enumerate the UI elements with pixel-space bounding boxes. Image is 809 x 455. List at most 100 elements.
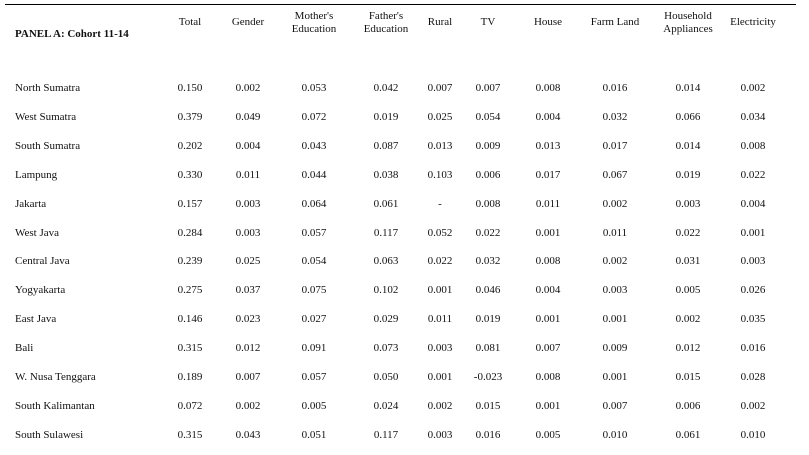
table-cell: 0.002 <box>676 312 701 326</box>
table-row: Yogyakarta 0.275 0.037 0.075 0.102 0.001 0.046… <box>0 283 809 303</box>
table-cell: 0.072 <box>178 399 203 413</box>
table-cell: 0.010 <box>603 428 628 442</box>
table-cell: 0.008 <box>476 197 501 211</box>
row-label: Central Java <box>15 254 70 268</box>
table-cell: 0.015 <box>676 370 701 384</box>
table-cell: 0.002 <box>603 254 628 268</box>
table-cell: 0.003 <box>603 283 628 297</box>
table-cell: 0.001 <box>603 370 628 384</box>
column-header-3-line2: Education <box>292 22 337 37</box>
table-cell: 0.023 <box>236 312 261 326</box>
table-cell: 0.001 <box>536 312 561 326</box>
column-header-10: Electricity <box>730 15 776 30</box>
table-cell: 0.005 <box>536 428 561 442</box>
table-cell: 0.102 <box>374 283 399 297</box>
table-cell: 0.019 <box>374 110 399 124</box>
table-cell: 0.004 <box>536 110 561 124</box>
table-cell: 0.061 <box>676 428 701 442</box>
table-cell: 0.050 <box>374 370 399 384</box>
table-cell: 0.379 <box>178 110 203 124</box>
table-cell: 0.022 <box>428 254 453 268</box>
table-cell: 0.002 <box>236 399 261 413</box>
table-cell: 0.087 <box>374 139 399 153</box>
table-cell: 0.073 <box>374 341 399 355</box>
table-cell: 0.008 <box>536 81 561 95</box>
table-cell: 0.008 <box>536 370 561 384</box>
table-cell: 0.001 <box>603 312 628 326</box>
table-cell: 0.009 <box>476 139 501 153</box>
column-header-2: Gender <box>232 15 264 30</box>
row-label: South Sulawesi <box>15 428 83 442</box>
table-cell: 0.275 <box>178 283 203 297</box>
table-cell: 0.034 <box>741 110 766 124</box>
row-label: W. Nusa Tenggara <box>15 370 96 384</box>
table-cell: 0.157 <box>178 197 203 211</box>
table-cell: 0.042 <box>374 81 399 95</box>
table-cell: 0.010 <box>741 428 766 442</box>
table-cell: 0.002 <box>236 81 261 95</box>
row-label: West Java <box>15 226 59 240</box>
table-cell: 0.003 <box>236 226 261 240</box>
column-header-4-line2: Education <box>364 22 409 37</box>
table-cell: 0.004 <box>536 283 561 297</box>
table-cell: 0.064 <box>302 197 327 211</box>
panel-title: PANEL A: Cohort 11-14 <box>15 28 129 40</box>
table-row: West Sumatra 0.379 0.049 0.072 0.019 0.025 0.0… <box>0 110 809 130</box>
table-top-rule <box>5 4 796 5</box>
table-cell: 0.103 <box>428 168 453 182</box>
table-cell: 0.003 <box>676 197 701 211</box>
table-cell: 0.006 <box>676 399 701 413</box>
table-cell: 0.025 <box>428 110 453 124</box>
table-cell: 0.007 <box>476 81 501 95</box>
table-cell: 0.002 <box>603 197 628 211</box>
table-cell: 0.053 <box>302 81 327 95</box>
table-cell: 0.330 <box>178 168 203 182</box>
table-cell: 0.315 <box>178 428 203 442</box>
table-row: East Java 0.146 0.023 0.027 0.029 0.011 0.019 0… <box>0 312 809 332</box>
table-cell: 0.035 <box>741 312 766 326</box>
table-cell: 0.239 <box>178 254 203 268</box>
table-cell: 0.032 <box>476 254 501 268</box>
table-cell: 0.081 <box>476 341 501 355</box>
table-cell: 0.022 <box>476 226 501 240</box>
table-cell: 0.001 <box>741 226 766 240</box>
table-cell: 0.006 <box>476 168 501 182</box>
row-label: South Sumatra <box>15 139 80 153</box>
table-row: Jakarta 0.157 0.003 0.064 0.061 - 0.008 0.011 0.… <box>0 197 809 217</box>
table-cell: 0.315 <box>178 341 203 355</box>
table-cell: 0.022 <box>741 168 766 182</box>
row-label: Bali <box>15 341 33 355</box>
table-cell: 0.027 <box>302 312 327 326</box>
table-cell: 0.011 <box>603 226 627 240</box>
table-cell: 0.014 <box>676 139 701 153</box>
table-cell: 0.015 <box>476 399 501 413</box>
table-cell: 0.051 <box>302 428 327 442</box>
table-cell: 0.063 <box>374 254 399 268</box>
table-cell: 0.061 <box>374 197 399 211</box>
table-row: North Sumatra 0.150 0.002 0.053 0.042 0.007 0.… <box>0 81 809 101</box>
table-cell: 0.022 <box>676 226 701 240</box>
table-cell: 0.013 <box>428 139 453 153</box>
table-cell: 0.019 <box>476 312 501 326</box>
table-row: Central Java 0.239 0.025 0.054 0.063 0.022 0.0… <box>0 254 809 274</box>
table-cell: 0.043 <box>236 428 261 442</box>
table-row: South Sumatra 0.202 0.004 0.043 0.087 0.013 0.… <box>0 139 809 159</box>
table-cell: 0.031 <box>676 254 701 268</box>
table-cell: 0.003 <box>236 197 261 211</box>
table-cell: 0.202 <box>178 139 203 153</box>
table-cell: 0.189 <box>178 370 203 384</box>
table-cell: 0.025 <box>236 254 261 268</box>
table-cell: 0.012 <box>676 341 701 355</box>
column-header-9-line2: Appliances <box>663 22 712 37</box>
row-label: North Sumatra <box>15 81 80 95</box>
table-cell: 0.117 <box>374 428 398 442</box>
table-cell: 0.028 <box>741 370 766 384</box>
table-row: South Kalimantan 0.072 0.002 0.005 0.024 0.00… <box>0 399 809 419</box>
table-row: West Java 0.284 0.003 0.057 0.117 0.052 0.022 0… <box>0 226 809 246</box>
table-cell: 0.091 <box>302 341 327 355</box>
table-cell: 0.017 <box>536 168 561 182</box>
table-cell: 0.007 <box>536 341 561 355</box>
table-cell: 0.004 <box>741 197 766 211</box>
row-label: Yogyakarta <box>15 283 65 297</box>
